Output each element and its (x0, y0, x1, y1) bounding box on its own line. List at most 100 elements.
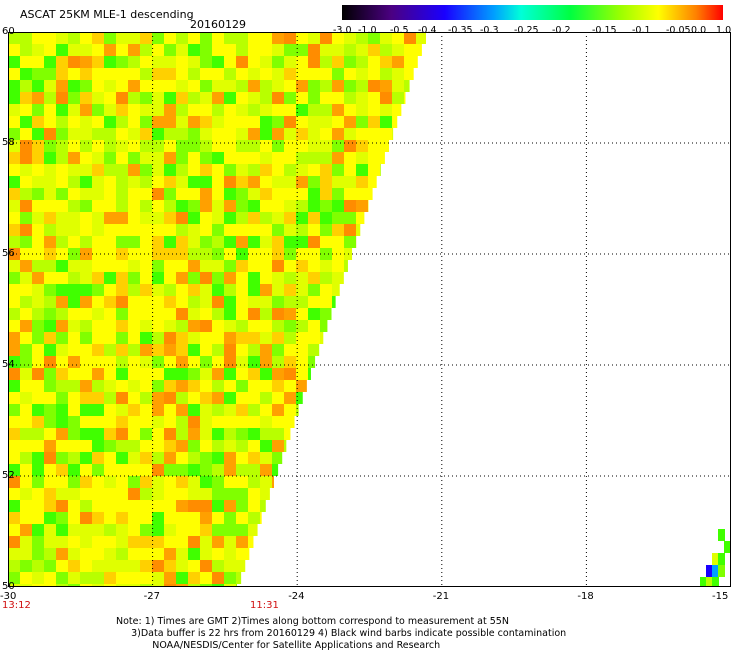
swath-cell (44, 152, 56, 164)
swath-cell (44, 524, 56, 536)
swath-cell (176, 368, 188, 380)
swath-cell (68, 332, 80, 344)
swath-cell (152, 308, 164, 320)
swath-cell (248, 188, 260, 200)
swath-cell (8, 308, 20, 320)
swath-cell (32, 164, 44, 176)
swath-cell (44, 452, 56, 464)
swath-cell (224, 44, 236, 56)
swath-cell (164, 308, 176, 320)
swath-cell (164, 344, 176, 356)
swath-cell (188, 272, 200, 284)
swath-cell (296, 236, 308, 248)
swath-cell (32, 488, 44, 500)
swath-cell (380, 44, 392, 56)
swath-cell (92, 428, 104, 440)
swath-cell (152, 476, 164, 488)
swath-cell (8, 44, 20, 56)
swath-cell (212, 452, 224, 464)
swath-cell (140, 200, 152, 212)
swath-cell (188, 380, 200, 392)
swath-cell (284, 392, 296, 404)
swath-cell (188, 152, 200, 164)
swath-cell (116, 440, 128, 452)
swath-cell (56, 536, 68, 548)
swath-cell (188, 536, 200, 548)
swath-cell (68, 536, 80, 548)
swath-cell (80, 476, 92, 488)
swath-cell (284, 236, 296, 248)
swath-cell (8, 188, 20, 200)
swath-cell (20, 32, 32, 44)
swath-cell (368, 56, 380, 68)
swath-cell (212, 212, 224, 224)
swath-cell (128, 452, 140, 464)
swath-cell (20, 560, 32, 572)
swath-cell (176, 56, 188, 68)
swath-cell (332, 140, 344, 152)
swath-cell (404, 80, 410, 92)
swath-cell (332, 236, 344, 248)
swath-cell (176, 80, 188, 92)
swath-cell (128, 560, 140, 572)
swath-cell (260, 344, 272, 356)
swath-cell (236, 140, 248, 152)
swath-cell (152, 68, 164, 80)
lon-tick-label: -27 (144, 591, 160, 602)
swath-cell (296, 56, 308, 68)
swath-cell (44, 248, 56, 260)
lon-tick-label: -24 (288, 591, 304, 602)
swath-cell (128, 308, 140, 320)
swath-cell (248, 248, 260, 260)
swath-cell (260, 116, 272, 128)
swath-cell (392, 68, 404, 80)
swath-cell (56, 272, 68, 284)
swath-cell (104, 152, 116, 164)
swath-cell (80, 224, 92, 236)
swath-cell (44, 512, 56, 524)
swath-cell (68, 452, 80, 464)
swath-cell (260, 476, 272, 488)
swath-cell (308, 56, 320, 68)
swath-cell (272, 392, 284, 404)
swath-cell (200, 332, 212, 344)
swath-cell (260, 500, 266, 512)
swath-cell (20, 416, 32, 428)
swath-cell (260, 68, 272, 80)
swath-cell (44, 32, 56, 44)
swath-cell (8, 320, 20, 332)
swath-cell (392, 92, 404, 104)
swath-cell (320, 44, 332, 56)
swath-cell (92, 404, 104, 416)
swath-cell (296, 392, 303, 404)
swath-cell (152, 296, 164, 308)
swath-cell (404, 44, 416, 56)
swath-cell (308, 32, 320, 44)
swath-cell (296, 140, 308, 152)
footnote-line-1: Note: 1) Times are GMT 2)Times along bot… (116, 616, 509, 627)
swath-cell (164, 536, 176, 548)
swath-cell (80, 236, 92, 248)
swath-cell (116, 224, 128, 236)
swath-cell (236, 80, 248, 92)
swath-cell (68, 104, 80, 116)
swath-cell (212, 344, 224, 356)
swath-cell (176, 176, 188, 188)
swath-cell (176, 404, 188, 416)
swath-cell (296, 104, 308, 116)
swath-cell (176, 188, 188, 200)
swath-cell (140, 284, 152, 296)
swath-cell (68, 80, 80, 92)
colorbar (342, 5, 723, 20)
swath-cell (128, 104, 140, 116)
swath-cell (224, 188, 236, 200)
swath-cell (248, 476, 260, 488)
swath-cell (164, 392, 176, 404)
swath-cell (32, 380, 44, 392)
swath-cell (128, 296, 140, 308)
swath-cell (68, 416, 80, 428)
swath-cell (164, 140, 176, 152)
swath-cell (44, 476, 56, 488)
swath-cell (200, 476, 212, 488)
swath-cell (260, 188, 272, 200)
